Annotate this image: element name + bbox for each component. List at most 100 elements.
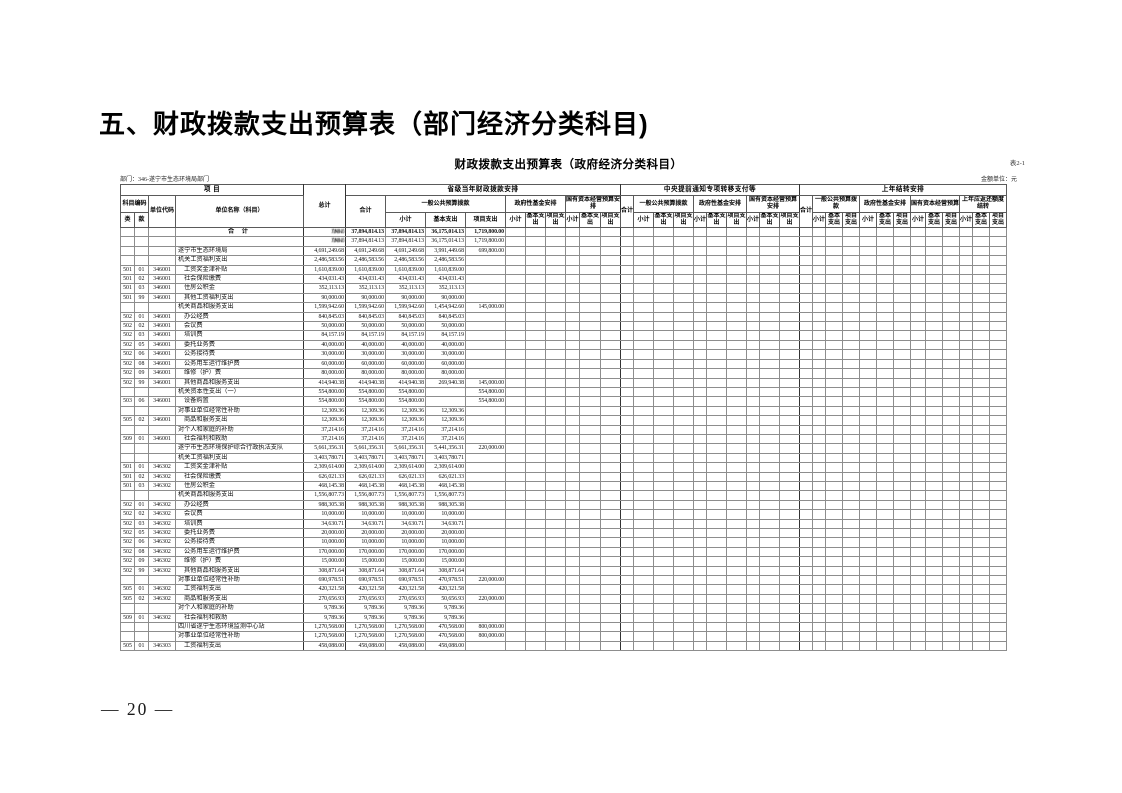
- cell-empty: [759, 612, 780, 624]
- cell-empty: [505, 377, 526, 388]
- cell-empty: [620, 321, 634, 332]
- cell-empty: [910, 330, 926, 341]
- cell-empty: [726, 302, 747, 313]
- cell-empty: [706, 565, 727, 577]
- cell-empty: [565, 603, 580, 614]
- cell-empty: [653, 612, 674, 624]
- header-subcolumn: 基本支出: [759, 212, 780, 228]
- cell-empty: [972, 311, 990, 323]
- cell-unit-name: 工资奖金津补贴: [175, 264, 304, 276]
- cell-empty: [972, 622, 990, 633]
- cell-empty: [633, 368, 654, 379]
- cell-empty: [726, 527, 747, 539]
- cell-value: 420,321.58: [303, 584, 346, 595]
- cell-empty: [799, 311, 813, 323]
- cell-empty: [600, 622, 621, 633]
- cell-empty: [726, 349, 747, 360]
- cell-empty: [942, 368, 960, 379]
- cell-empty: [759, 584, 780, 595]
- cell-empty: [746, 452, 760, 464]
- cell-code: 06: [134, 349, 149, 360]
- cell-empty: [706, 226, 727, 238]
- cell-value: 988,305.38: [345, 499, 386, 511]
- cell-empty: [876, 443, 894, 454]
- cell-empty: [959, 264, 973, 276]
- cell-empty: [525, 302, 546, 313]
- cell-empty: [579, 424, 601, 435]
- cell-empty: [653, 396, 674, 407]
- cell-code: [134, 603, 149, 614]
- cell-empty: [989, 480, 1007, 492]
- cell-empty: [859, 452, 877, 464]
- cell-empty: [633, 443, 654, 454]
- cell-value: 5,661,356.31: [345, 443, 386, 454]
- cell-value: 554,800.00: [345, 396, 386, 407]
- cell-empty: [759, 330, 780, 341]
- cell-empty: [893, 565, 911, 577]
- cell-empty: [825, 471, 843, 482]
- cell-empty: [779, 377, 800, 388]
- cell-empty: [505, 471, 526, 482]
- cell-empty: [842, 377, 860, 388]
- cell-empty: [910, 283, 926, 294]
- table-row: 509 01 346001 社会福利和救助 37,214.16 37,214.16 37,2…: [120, 433, 1007, 445]
- cell-code: 502: [120, 321, 135, 332]
- cell-empty: [706, 311, 727, 323]
- cell-empty: [842, 368, 860, 379]
- cell-empty: [759, 358, 780, 370]
- cell-empty: [579, 405, 601, 417]
- cell-empty: [565, 386, 580, 398]
- cell-value: [465, 480, 506, 492]
- cell-empty: [620, 612, 634, 624]
- cell-empty: [779, 226, 800, 238]
- cell-empty: [812, 245, 826, 257]
- cell-empty: [842, 518, 860, 530]
- cell-empty: [876, 612, 894, 624]
- cell-empty: [746, 509, 760, 520]
- cell-code: [148, 622, 176, 633]
- cell-empty: [812, 368, 826, 379]
- cell-empty: [565, 546, 580, 558]
- cell-empty: [812, 283, 826, 294]
- cell-empty: [545, 546, 566, 558]
- cell-empty: [600, 471, 621, 482]
- cell-unit-name: 对个人和家庭的补助: [175, 424, 304, 435]
- cell-empty: [876, 358, 894, 370]
- cell-empty: [746, 292, 760, 304]
- header-subcolumn: 项目支出: [989, 212, 1007, 228]
- cell-code: 08: [134, 358, 149, 370]
- cell-empty: [925, 283, 943, 294]
- cell-empty: [779, 396, 800, 407]
- cell-value: 5,441,356.31: [425, 443, 466, 454]
- cell-empty: [972, 396, 990, 407]
- cell-empty: [812, 330, 826, 341]
- cell-empty: [910, 415, 926, 426]
- cell-empty: [825, 546, 843, 558]
- cell-empty: [959, 330, 973, 341]
- cell-unit-name: 对个人和家庭的补助: [175, 603, 304, 614]
- cell-empty: [779, 546, 800, 558]
- cell-empty: [989, 377, 1007, 388]
- cell-empty: [746, 471, 760, 482]
- cell-empty: [759, 274, 780, 285]
- cell-value: 36,175,014.13: [425, 226, 466, 238]
- cell-empty: [959, 245, 973, 257]
- cell-empty: [653, 236, 674, 247]
- cell-empty: [876, 330, 894, 341]
- cell-unit-name: 办公经费: [175, 499, 304, 511]
- cell-empty: [746, 405, 760, 417]
- cell-unit-name: 合 计: [175, 226, 304, 238]
- cell-empty: [959, 518, 973, 530]
- cell-value: 470,568.00: [425, 631, 466, 642]
- cell-code: 505: [120, 640, 135, 652]
- cell-empty: [876, 236, 894, 247]
- cell-value: 458,088.00: [385, 640, 426, 652]
- cell-code: [148, 255, 176, 266]
- table-row: 机关工资福利支出 2,486,583.56 2,486,583.56 2,486,58…: [120, 255, 1007, 266]
- cell-empty: [799, 565, 813, 577]
- cell-empty: [925, 509, 943, 520]
- cell-empty: [706, 283, 727, 294]
- cell-empty: [825, 631, 843, 642]
- cell-empty: [726, 612, 747, 624]
